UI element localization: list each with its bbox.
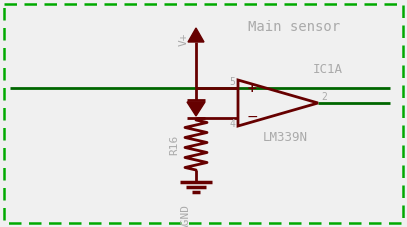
Text: 2: 2	[321, 92, 327, 102]
Text: LM339N: LM339N	[263, 131, 308, 144]
Text: IC1A: IC1A	[313, 63, 343, 76]
Text: 4: 4	[229, 119, 235, 129]
Polygon shape	[188, 28, 204, 42]
Text: Main sensor: Main sensor	[248, 20, 340, 34]
Text: −: −	[247, 110, 258, 124]
Polygon shape	[187, 102, 205, 116]
Text: 5: 5	[229, 77, 235, 87]
Text: V+: V+	[179, 33, 189, 47]
Text: R16: R16	[169, 135, 179, 155]
Text: +: +	[247, 82, 258, 96]
Text: AGND: AGND	[181, 204, 191, 227]
